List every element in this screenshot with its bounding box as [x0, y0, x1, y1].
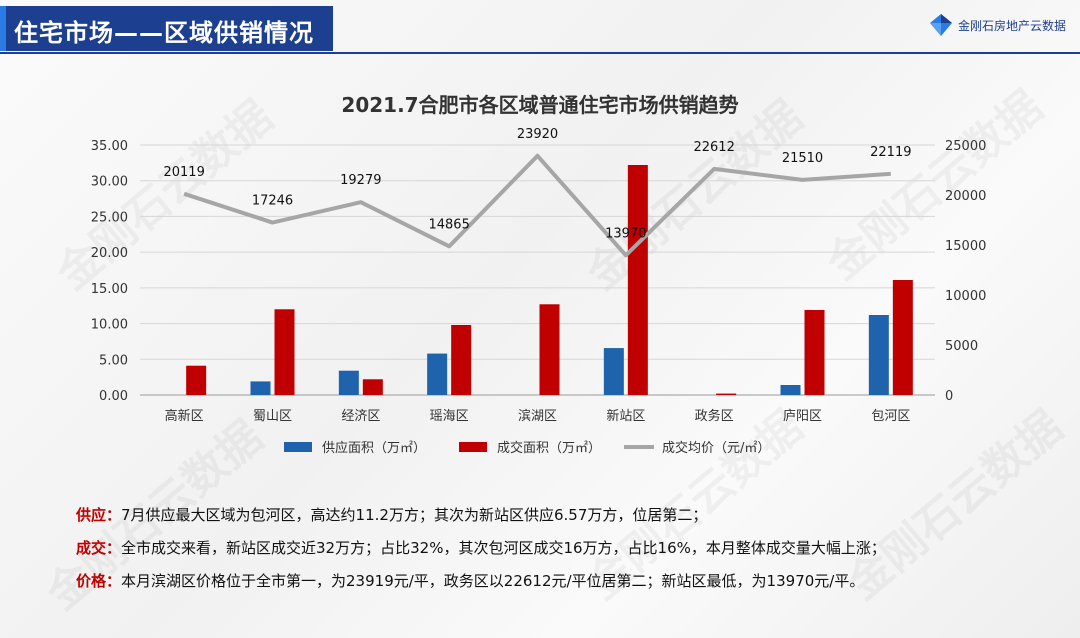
y-left-tick-label: 25.00 — [91, 210, 128, 225]
y-left-tick-label: 35.00 — [91, 139, 128, 154]
y-right-tick-label: 15000 — [945, 239, 986, 254]
note-label: 成交： — [76, 539, 122, 557]
bar — [627, 165, 648, 395]
y-right-tick-label: 25000 — [945, 139, 986, 154]
note-supply: 供应：7月供应最大区域为包河区，高达约11.2万方；其次为新站区供应6.57万方… — [76, 505, 1066, 525]
y-left-tick-label: 5.00 — [99, 353, 128, 368]
note-price: 价格：本月滨湖区价格位于全市第一，为23919元/平，政务区以22612元/平位… — [76, 571, 1066, 591]
bar — [716, 393, 737, 395]
bar — [338, 370, 359, 395]
bar — [362, 379, 383, 395]
chart-title: 2021.7合肥市各区域普通住宅市场供销趋势 — [341, 93, 738, 117]
note-label: 价格： — [76, 572, 122, 590]
header-divider — [0, 52, 1080, 54]
x-tick-label: 蜀山区 — [253, 409, 292, 424]
price-line-series: 20119 17246 19279 14865 23920 13970 22612 21510… — [163, 127, 912, 258]
y-right-tick-label: 10000 — [945, 289, 986, 304]
bar — [427, 353, 448, 395]
brand-name: 金刚石房地产云数据 — [957, 18, 1066, 33]
note-label: 供应： — [76, 506, 122, 524]
data-label: 23920 — [517, 127, 558, 142]
chart-legend: 供应面积（万㎡） 成交面积（万㎡） 成交均价（元/㎡） — [284, 440, 770, 456]
legend-swatch — [459, 442, 487, 452]
x-tick-label: 滨湖区 — [518, 408, 557, 424]
bar — [274, 309, 295, 395]
legend-label: 成交面积（万㎡） — [497, 440, 601, 456]
bar — [250, 381, 271, 395]
note-text: 全市成交来看，新站区成交近32万方；占比32%，其次包河区成交16万方，占比16… — [121, 539, 886, 557]
data-label: 22612 — [693, 140, 734, 155]
note-sales: 成交：全市成交来看，新站区成交近32万方；占比32%，其次包河区成交16万方，占… — [76, 538, 1066, 558]
bar — [186, 365, 207, 395]
header-accent — [0, 6, 6, 51]
x-tick-label: 经济区 — [341, 409, 380, 424]
data-label: 13970 — [605, 226, 646, 241]
x-tick-label: 新站区 — [606, 408, 645, 424]
header-bar: 住宅市场——区域供销情况 — [0, 6, 333, 51]
bar — [603, 348, 624, 395]
data-label: 22119 — [870, 145, 911, 160]
analysis-notes: 供应：7月供应最大区域为包河区，高达约11.2万方；其次为新站区供应6.57万方… — [76, 505, 1066, 604]
grid-lines — [140, 144, 935, 396]
diamond-logo-icon — [929, 14, 952, 36]
note-text: 本月滨湖区价格位于全市第一，为23919元/平，政务区以22612元/平位居第二… — [121, 572, 865, 590]
bar — [868, 315, 889, 395]
bar — [780, 385, 801, 395]
price-line — [183, 153, 891, 258]
y-right-tick-label: 5000 — [945, 339, 978, 354]
x-tick-label: 政务区 — [695, 408, 734, 424]
note-text: 7月供应最大区域为包河区，高达约11.2万方；其次为新站区供应6.57万方，位居… — [121, 506, 708, 524]
y-left-tick-label: 15.00 — [91, 282, 128, 297]
bar-series — [186, 165, 913, 395]
page-title: 住宅市场——区域供销情况 — [14, 19, 314, 47]
data-label: 14865 — [428, 217, 469, 232]
axes: 0.00 5.00 10.00 15.00 20.00 25.00 30.00 35.00 0 5… — [91, 139, 987, 424]
x-tick-label: 庐阳区 — [783, 409, 822, 424]
legend-label: 供应面积（万㎡） — [322, 440, 426, 456]
x-tick-label: 瑶海区 — [430, 409, 469, 424]
y-right-tick-label: 20000 — [945, 189, 986, 204]
data-label: 17246 — [252, 194, 293, 209]
legend-label: 成交均价（元/㎡） — [662, 440, 770, 456]
bar — [804, 310, 825, 395]
brand-logo: 金刚石房地产云数据 — [928, 10, 1066, 40]
y-left-tick-label: 0.00 — [99, 389, 128, 404]
y-right-tick-label: 0 — [945, 389, 953, 404]
data-label: 20119 — [163, 165, 204, 180]
bar — [892, 280, 913, 395]
y-left-tick-label: 20.00 — [91, 246, 128, 261]
bar — [539, 304, 560, 395]
x-tick-label: 高新区 — [165, 408, 204, 424]
supply-sales-chart: 2021.7合肥市各区域普通住宅市场供销趋势 20119 17246 19279 14… — [91, 93, 987, 456]
bar — [451, 325, 472, 395]
legend-swatch — [284, 442, 312, 452]
y-left-tick-label: 10.00 — [91, 318, 128, 333]
data-label: 19279 — [340, 173, 381, 188]
data-label: 21510 — [782, 151, 823, 166]
y-left-tick-label: 30.00 — [91, 175, 128, 190]
x-tick-label: 包河区 — [871, 409, 910, 424]
